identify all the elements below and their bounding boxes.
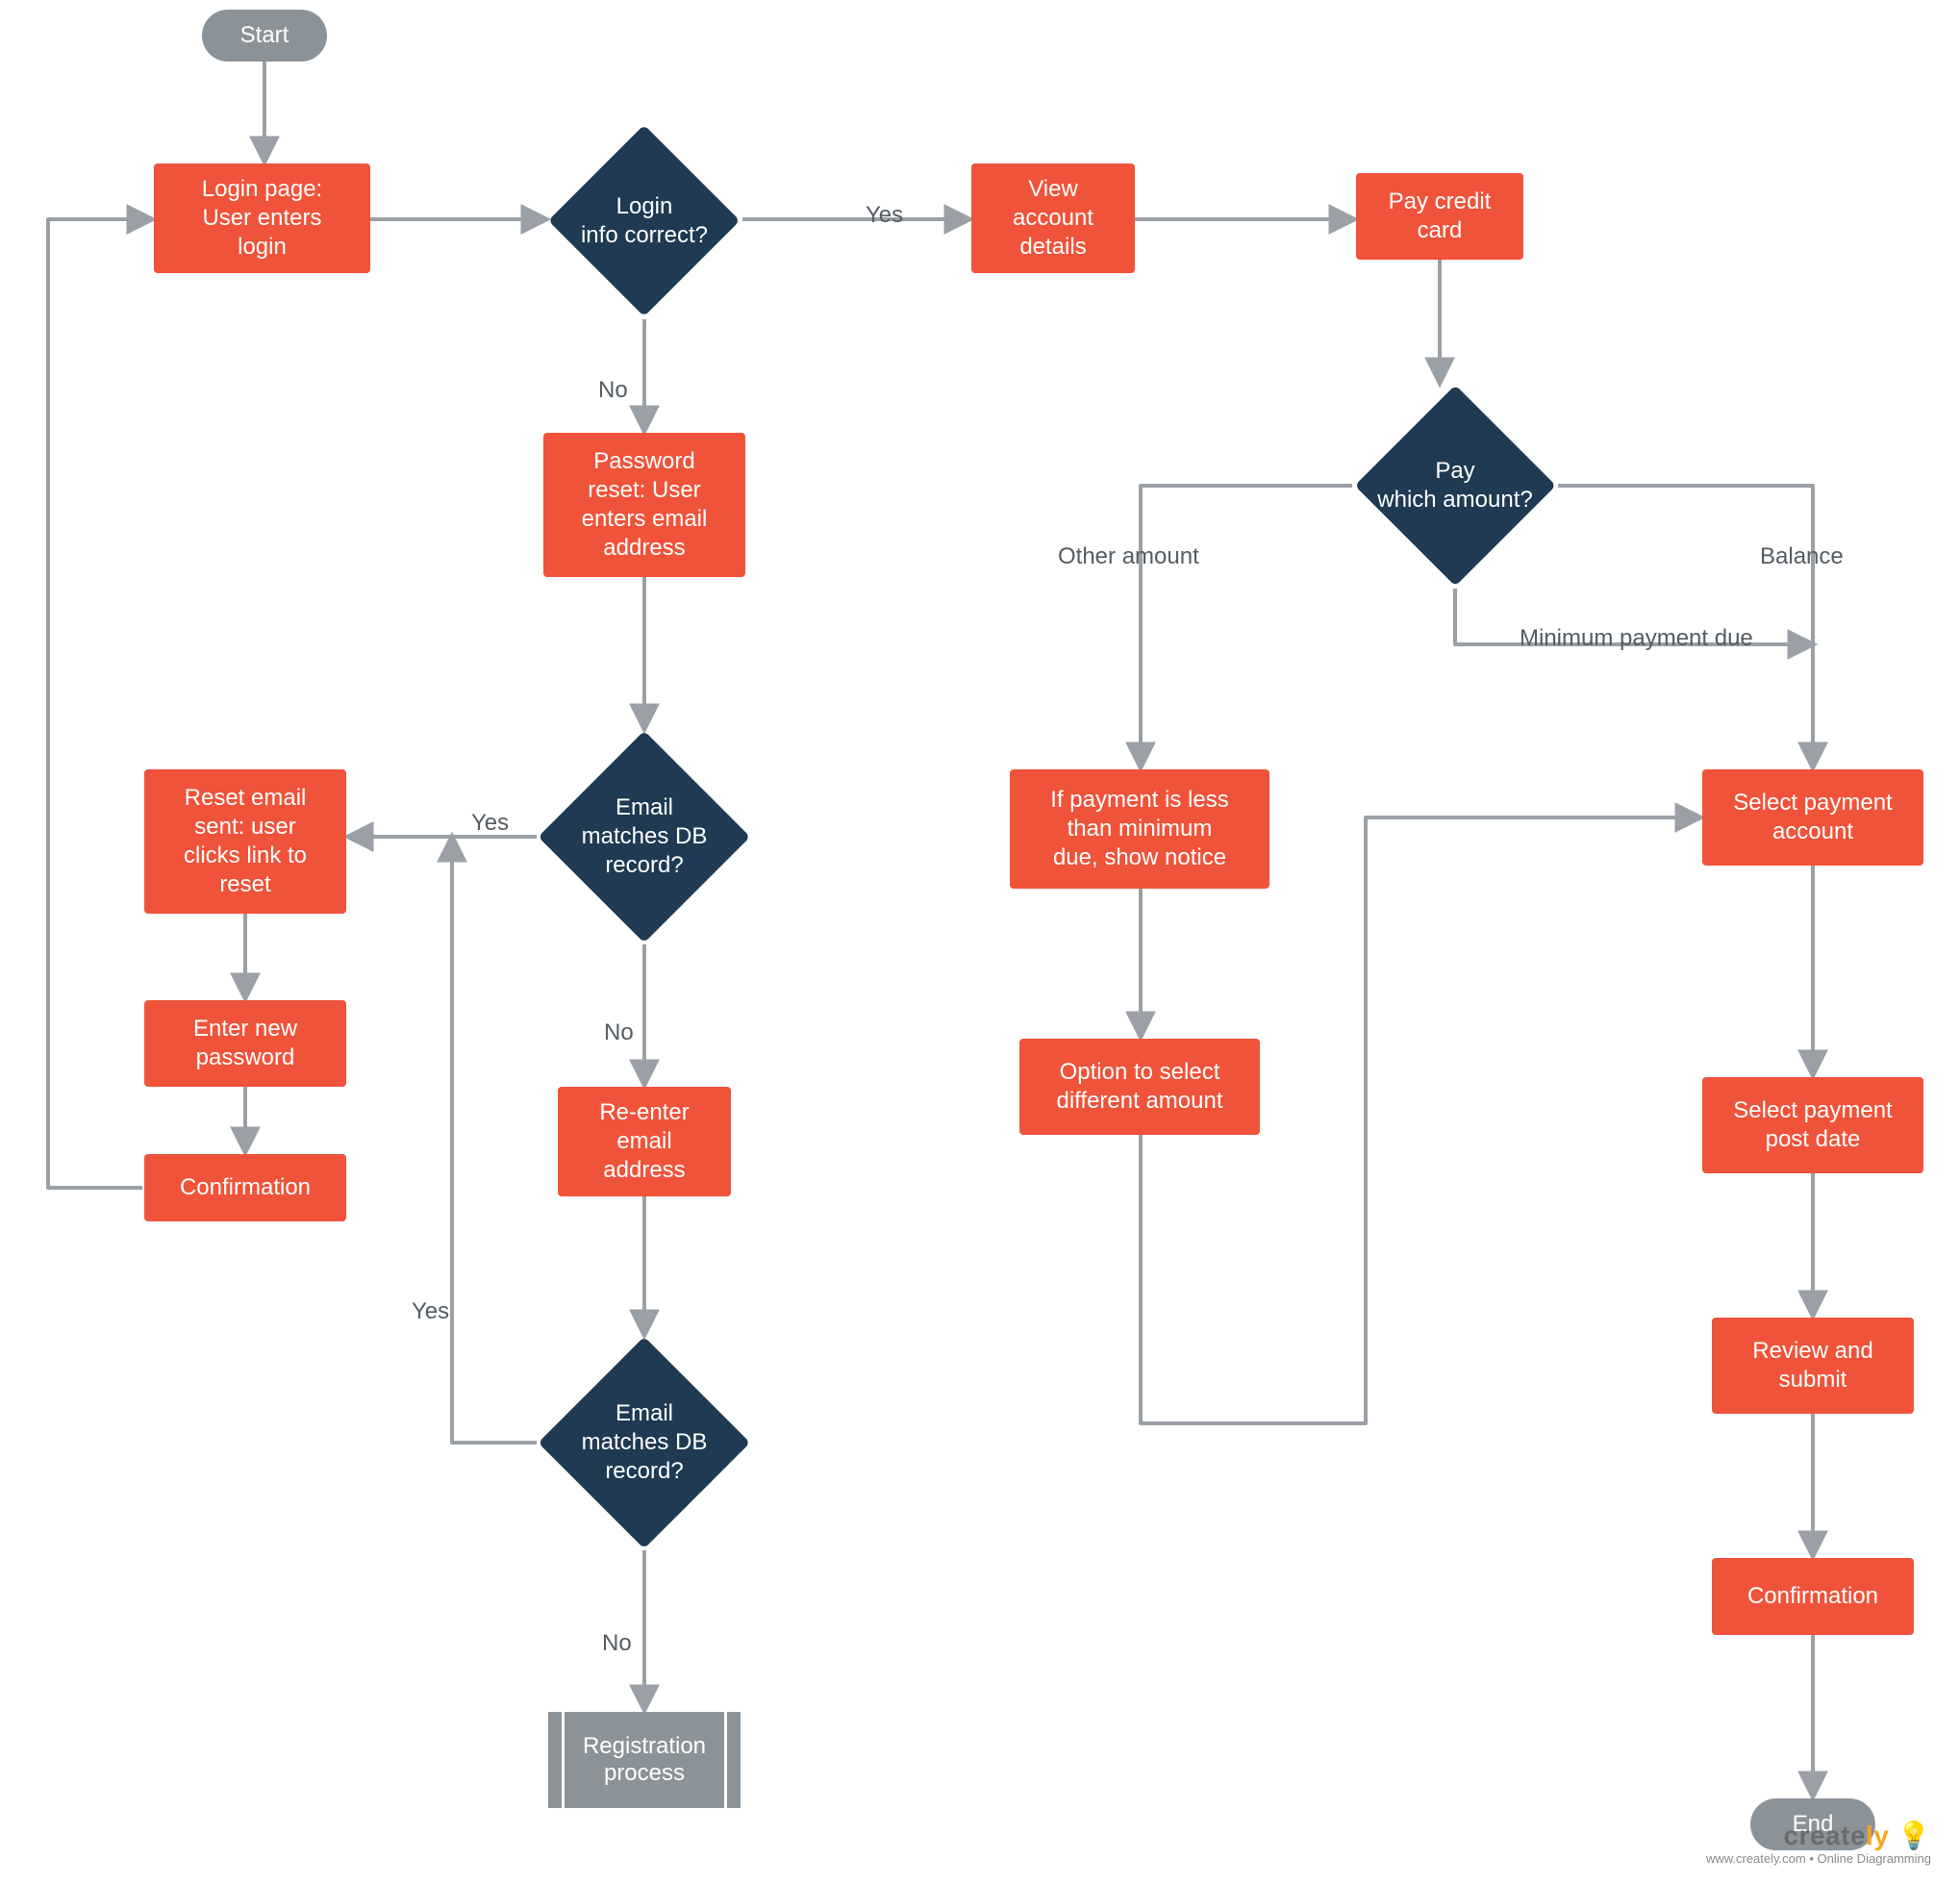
process-confirm-2: Confirmation xyxy=(1712,1558,1914,1635)
flowchart-canvas: Start Login page: User enters login Login … xyxy=(0,0,1960,1885)
terminator-start: Start xyxy=(202,10,327,62)
decision-label: Email matches DB record? xyxy=(539,731,750,942)
decision-email-match-1: Email matches DB record? xyxy=(539,731,750,942)
decision-which-amt: Pay which amount? xyxy=(1354,385,1556,587)
decision-label: Email matches DB record? xyxy=(539,1337,750,1548)
brand-text-accent: ly xyxy=(1866,1821,1889,1850)
process-new-pwd: Enter new password xyxy=(144,1000,346,1087)
process-reenter-email: Re-enter email address xyxy=(558,1087,731,1196)
process-confirm-1: Confirmation xyxy=(144,1154,346,1221)
lightbulb-icon: 💡 xyxy=(1897,1821,1931,1850)
process-view-acct: View account details xyxy=(971,163,1135,273)
decision-login-ok: Login info correct? xyxy=(548,125,741,317)
process-diff-amt: Option to select different amount xyxy=(1019,1039,1260,1135)
process-login: Login page: User enters login xyxy=(154,163,370,273)
edge-label-e6: No xyxy=(598,377,628,404)
edge-label-e14: Yes xyxy=(412,1298,449,1325)
predefined-registration: Registration process xyxy=(548,1712,741,1808)
watermark-subtitle: www.creately.com • Online Diagramming xyxy=(1706,1851,1931,1866)
edge-label-e9: No xyxy=(604,1019,634,1046)
process-pwd-reset: Password reset: User enters email addres… xyxy=(543,433,745,577)
process-reset-email: Reset email sent: user clicks link to re… xyxy=(144,769,346,914)
edge-e14 xyxy=(452,837,537,1443)
edges-layer xyxy=(0,0,1960,1885)
edge-label-e16: Other amount xyxy=(1058,543,1199,570)
decision-label: Pay which amount? xyxy=(1354,385,1556,587)
edge-e12 xyxy=(48,219,152,1188)
edge-label-e8: Yes xyxy=(471,810,509,837)
edge-label-e3: Yes xyxy=(866,202,903,229)
process-review: Review and submit xyxy=(1712,1318,1914,1414)
brand-text-plain: create xyxy=(1783,1821,1866,1850)
edge-e16 xyxy=(1141,486,1352,767)
decision-email-match-2: Email matches DB record? xyxy=(539,1337,750,1548)
edge-label-e18: Minimum payment due xyxy=(1520,625,1753,652)
process-less-min: If payment is less than minimum due, sho… xyxy=(1010,769,1269,889)
process-sel-date: Select payment post date xyxy=(1702,1077,1923,1173)
edge-label-e17: Balance xyxy=(1760,543,1844,570)
decision-label: Login info correct? xyxy=(548,125,741,317)
process-sel-acct: Select payment account xyxy=(1702,769,1923,866)
process-pay-card: Pay credit card xyxy=(1356,173,1523,260)
edge-label-e15: No xyxy=(602,1630,632,1657)
creately-watermark: creately 💡 www.creately.com • Online Dia… xyxy=(1706,1820,1931,1866)
